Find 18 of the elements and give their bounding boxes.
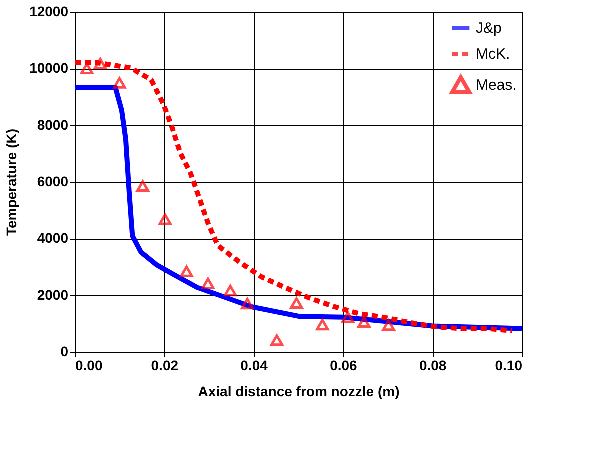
x-tick-label: 0.02 bbox=[151, 358, 179, 374]
y-axis-title: Temperature (K) bbox=[4, 128, 20, 236]
y-tick-label: 10000 bbox=[30, 60, 69, 76]
y-tick-label: 4000 bbox=[37, 230, 69, 246]
legend-label: J&p bbox=[476, 20, 502, 37]
y-tick-label: 6000 bbox=[37, 174, 69, 190]
x-tick-label: 0.10 bbox=[495, 358, 523, 374]
y-tick-label: 2000 bbox=[37, 286, 69, 303]
y-tick-label: 8000 bbox=[37, 116, 69, 133]
x-axis-title: Axial distance from nozzle (m) bbox=[198, 384, 400, 400]
legend-label: Meas. bbox=[476, 77, 517, 94]
legend-label: McK. bbox=[476, 46, 510, 63]
x-tick-label: 0.08 bbox=[419, 358, 447, 374]
x-tick-label: 0.04 bbox=[240, 358, 268, 374]
x-tick-label: 0.06 bbox=[330, 358, 358, 374]
y-tick-label: 12000 bbox=[30, 4, 69, 20]
y-tick-label: 0 bbox=[60, 344, 69, 360]
x-tick-label: 0.00 bbox=[76, 358, 103, 374]
